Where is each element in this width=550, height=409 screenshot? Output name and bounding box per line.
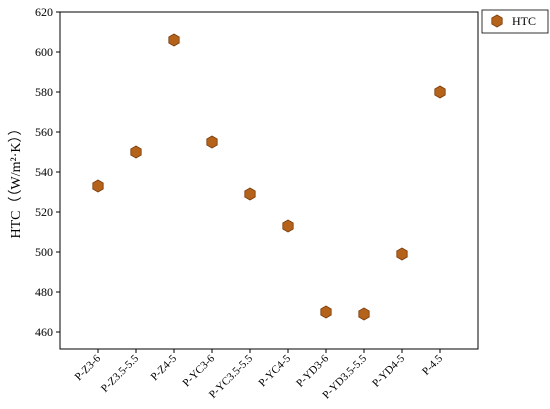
- x-tick-label: P-YD3-6: [294, 352, 331, 389]
- y-tick-label: 520: [35, 205, 53, 219]
- y-tick-label: 500: [35, 245, 53, 259]
- y-tick-label: 460: [35, 325, 53, 339]
- point: [320, 305, 332, 319]
- plot-frame: [59, 11, 479, 350]
- point: [168, 33, 180, 47]
- point: [282, 219, 294, 233]
- legend-label: HTC: [512, 14, 536, 28]
- x-tick-label: P-Z3.5-5.5: [99, 352, 142, 395]
- point: [358, 307, 370, 321]
- x-tick-label: P-Z4-5: [149, 352, 180, 383]
- y-tick-label: 620: [35, 5, 53, 19]
- x-tick-label: P-YD4-5: [370, 352, 407, 389]
- point: [244, 187, 256, 201]
- point: [206, 135, 218, 149]
- point: [130, 145, 142, 159]
- legend-marker: [491, 14, 503, 28]
- y-tick-label: 600: [35, 45, 53, 59]
- point: [396, 247, 408, 261]
- y-tick-label: 580: [35, 85, 53, 99]
- point: [92, 179, 104, 193]
- y-tick-label: 540: [35, 165, 53, 179]
- y-tick-label: 560: [35, 125, 53, 139]
- x-tick-label: P-YC3-6: [181, 352, 218, 389]
- y-axis-label: HTC（（W/m²·K））: [8, 122, 24, 239]
- y-tick-label: 480: [35, 285, 53, 299]
- x-tick-label: P-YC4-5: [257, 352, 294, 389]
- x-tick-label: P-4.5: [420, 352, 445, 377]
- point: [434, 85, 446, 99]
- x-tick-label: P-Z3-6: [73, 352, 104, 383]
